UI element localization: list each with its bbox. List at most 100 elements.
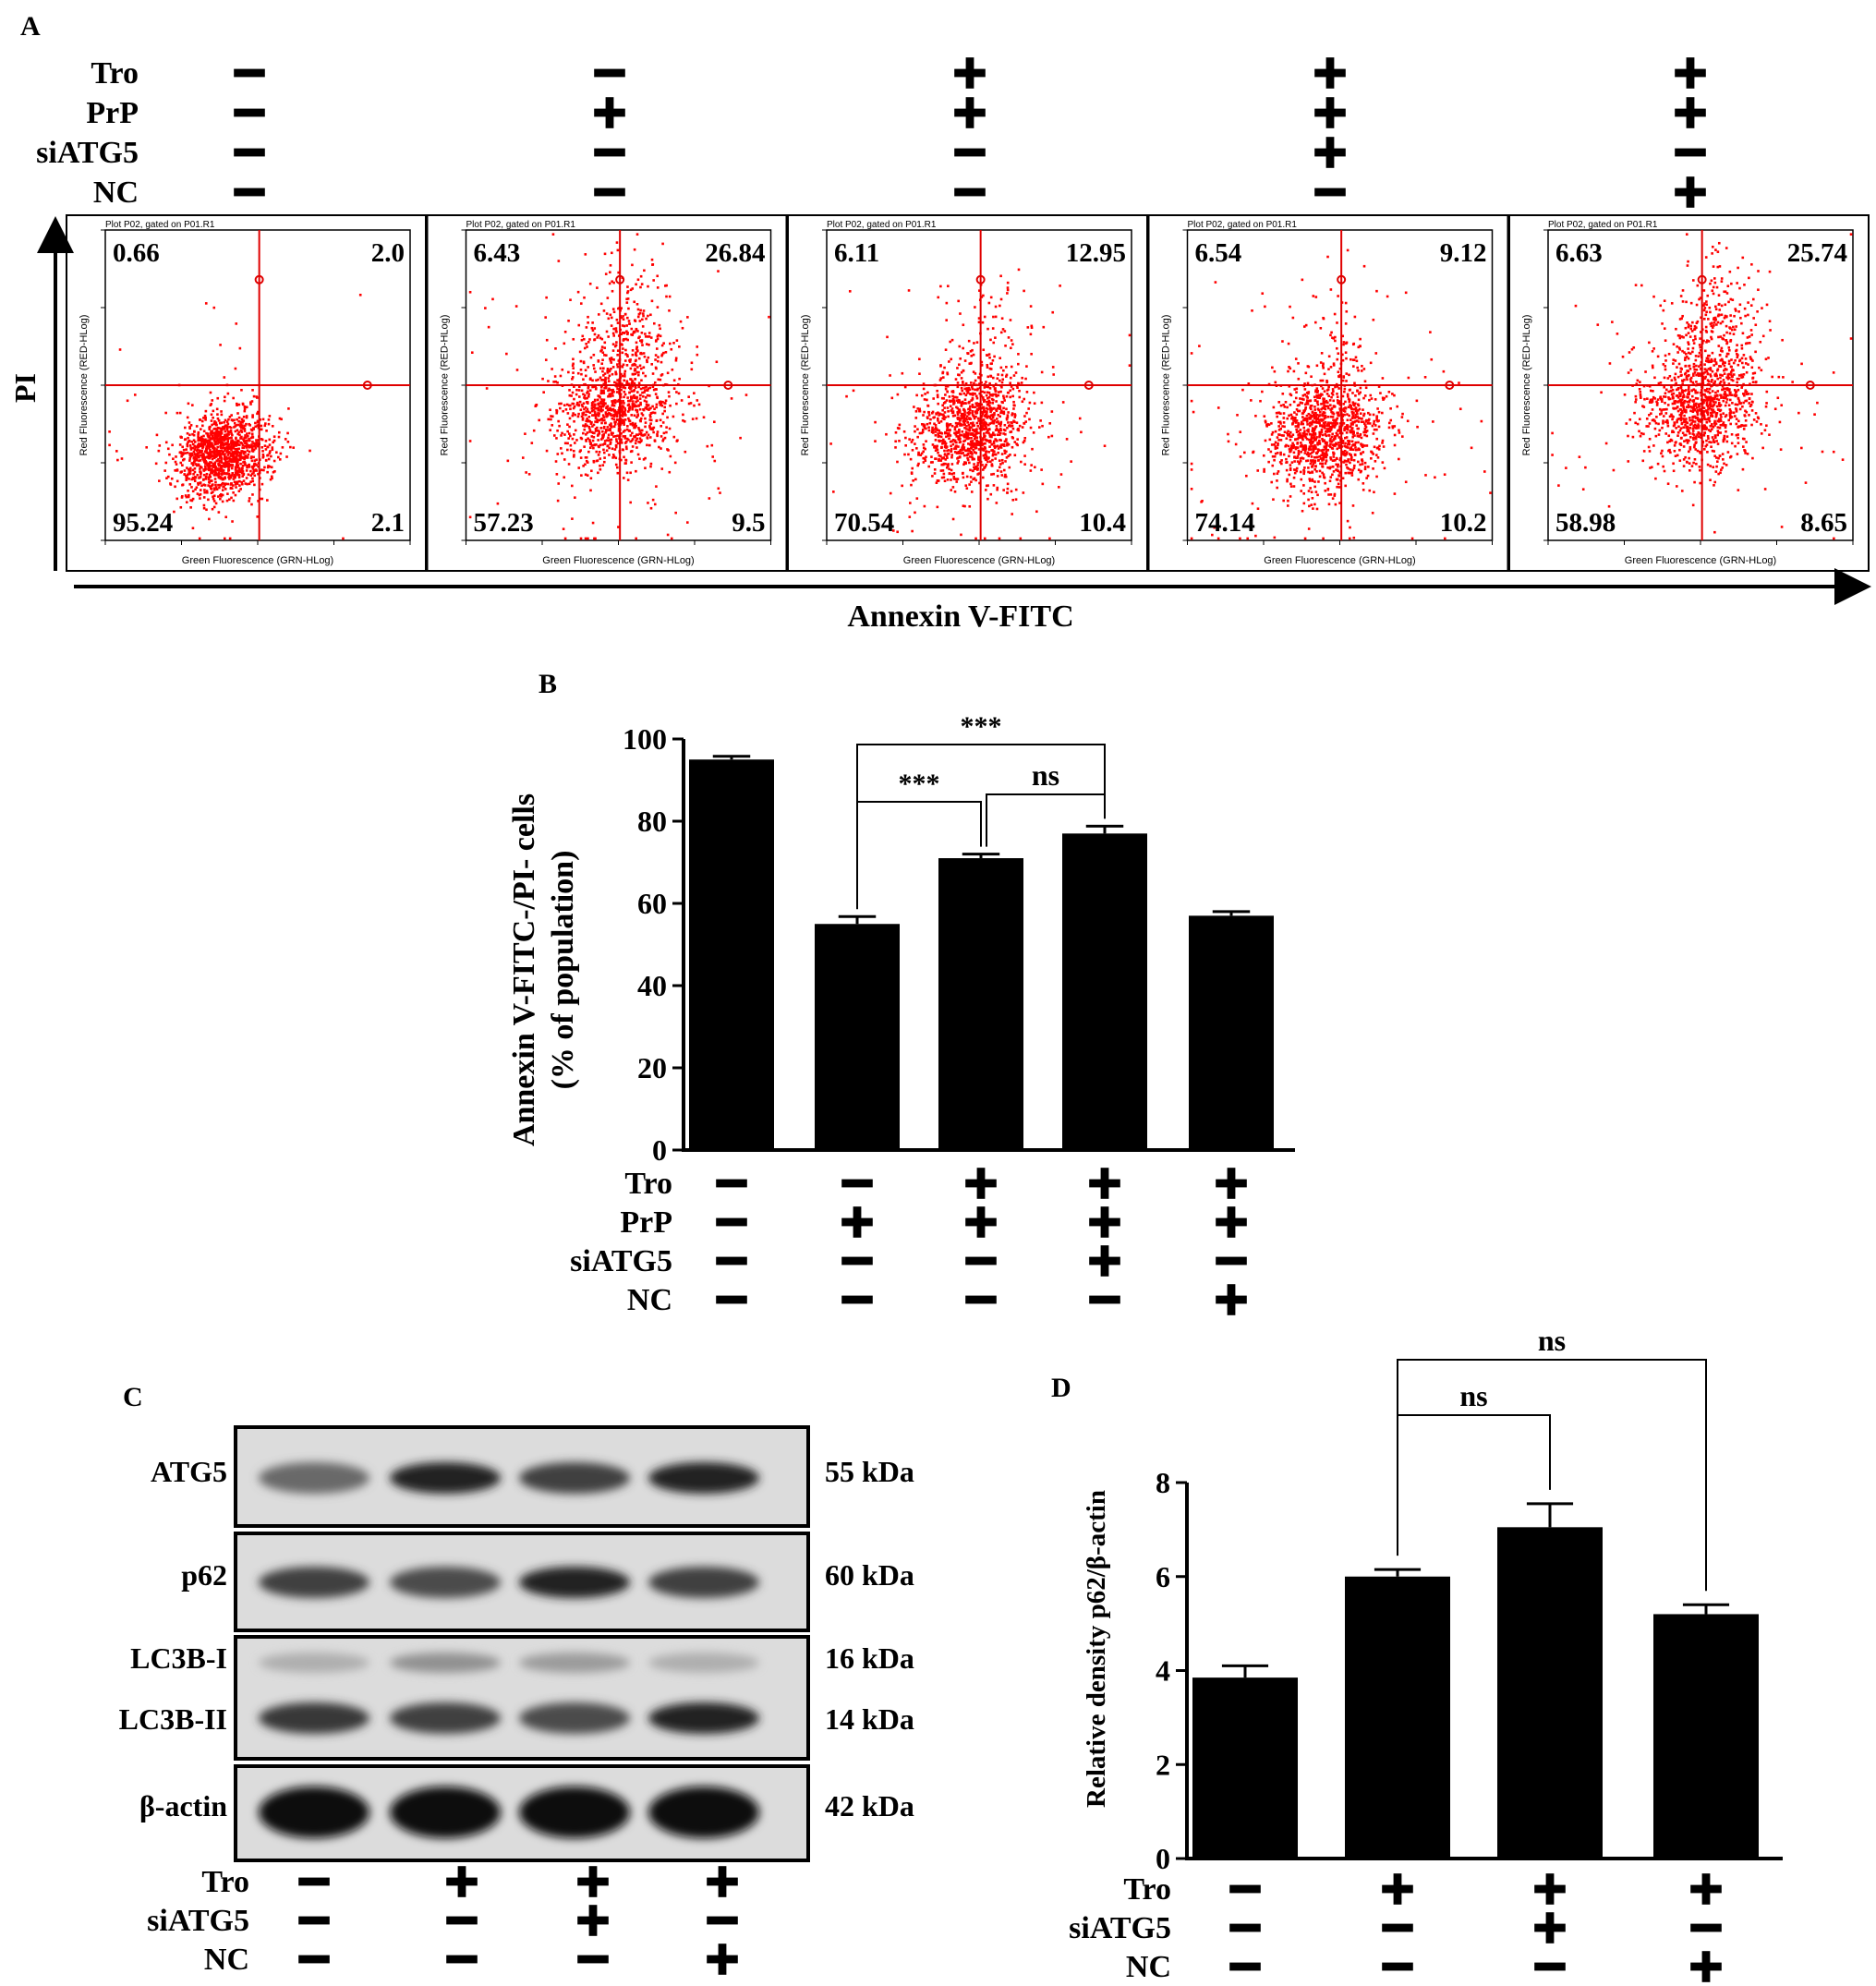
blot-kda-1: 55 kDa bbox=[825, 1455, 914, 1488]
panel-a-sign-nc-5: + bbox=[1675, 176, 1706, 208]
flow-plot-events bbox=[108, 293, 362, 540]
panel-a-sign-nc-4: − bbox=[1314, 188, 1346, 197]
panel-d-sign-tro-2: + bbox=[1382, 1873, 1413, 1905]
panel-b-sign-tro-3-v bbox=[976, 1168, 986, 1199]
panel-c-sign-siatg5-1: − bbox=[298, 1916, 330, 1925]
panel-d-sign-nc-3: − bbox=[1534, 1962, 1566, 1971]
panel-a-sign-prp-1-h bbox=[234, 108, 265, 117]
panel-c-sign-siatg5-2: − bbox=[446, 1916, 478, 1925]
panel-d-sign-tro-4-v bbox=[1701, 1873, 1711, 1905]
blot-kda-3: 16 kDa bbox=[825, 1641, 914, 1675]
band-β-actin-lane-2 bbox=[390, 1786, 501, 1838]
quadrant-ll: 95.24 bbox=[113, 508, 173, 538]
flow-plot-events bbox=[468, 233, 770, 540]
panel-b-sign-nc-3: − bbox=[965, 1295, 997, 1304]
panel-a-sign-siatg5-1: − bbox=[234, 148, 265, 157]
panel-b-sign-prp-2: + bbox=[841, 1206, 873, 1238]
panel-b-sig-3-4-label: ns bbox=[1032, 758, 1059, 792]
panel-b-design-labels: Tro PrP siATG5 NC bbox=[570, 1167, 672, 1317]
gate-handle bbox=[723, 381, 733, 390]
blot-label-2: p62 bbox=[181, 1558, 227, 1592]
flow-plot-ylabel: Red Fluorescence (RED-HLog) bbox=[1521, 315, 1532, 456]
panel-d-ylabel: Relative density p62/β-actin bbox=[1082, 1490, 1111, 1808]
panel-a-sign-nc-1: − bbox=[234, 188, 265, 197]
panel-a-label-tro: Tro bbox=[91, 56, 139, 91]
panel-c-sign-nc-2: − bbox=[446, 1955, 478, 1964]
blot-strip-3 bbox=[234, 1635, 810, 1761]
flow-plot-frame bbox=[66, 214, 427, 572]
blot-strip-4 bbox=[234, 1764, 810, 1862]
panel-d-sign-siatg5-2: − bbox=[1382, 1923, 1413, 1932]
blot-kda-2: 60 kDa bbox=[825, 1558, 914, 1592]
gate-handle bbox=[1083, 381, 1094, 390]
band-ATG5-lane-2 bbox=[390, 1462, 501, 1494]
panel-d-bar-3 bbox=[1497, 1527, 1603, 1859]
panel-b-sign-siatg5-2: − bbox=[841, 1256, 873, 1265]
panel-a-sign-tro-1: − bbox=[234, 68, 265, 78]
flow-plot-header: Plot P02, gated on P01.R1 bbox=[1188, 220, 1298, 230]
panel-d-sign-tro-1: − bbox=[1229, 1884, 1261, 1894]
quadrant-lr: 9.5 bbox=[732, 508, 765, 538]
panel-a-sign-nc-3-h bbox=[954, 188, 986, 197]
panel-a-sign-siatg5-4-v bbox=[1325, 137, 1335, 168]
panel-a-design-signs: − − − − − + − − + + − − + + + − + + − + bbox=[234, 57, 1706, 208]
quadrant-ul: 0.66 bbox=[113, 238, 160, 268]
panel-a-sign-siatg5-3: − bbox=[954, 148, 986, 157]
blot-label-1: ATG5 bbox=[151, 1455, 227, 1488]
panel-c-sign-tro-1: − bbox=[298, 1877, 330, 1886]
panel-a-sign-siatg5-4: + bbox=[1314, 137, 1346, 168]
panel-b-sign-tro-4: + bbox=[1089, 1168, 1120, 1199]
panel-b-sign-nc-5: + bbox=[1216, 1284, 1247, 1315]
blot-label-5: β-actin bbox=[139, 1789, 227, 1823]
panel-d-sign-siatg5-3: + bbox=[1534, 1912, 1566, 1944]
flow-plot-header: Plot P02, gated on P01.R1 bbox=[466, 220, 576, 230]
panel-b-design-signs: − − − − − + − − + + − − + + + − + + − + bbox=[716, 1168, 1247, 1315]
panel-a-sign-tro-4: + bbox=[1314, 57, 1346, 89]
panel-b-sign-nc-1: − bbox=[716, 1295, 747, 1304]
panel-b-label: B bbox=[539, 669, 557, 699]
panel-d-sign-nc-2: − bbox=[1382, 1962, 1413, 1971]
panel-a-sign-nc-2-h bbox=[594, 188, 625, 197]
gate-handle bbox=[1445, 381, 1455, 390]
panel-c-sign-tro-4-v bbox=[718, 1866, 727, 1897]
gate-handle bbox=[362, 381, 372, 390]
panel-b-ytick-label-40: 40 bbox=[637, 969, 667, 1002]
panel-a-label-siatg5: siATG5 bbox=[36, 136, 139, 170]
flow-plot-header: Plot P02, gated on P01.R1 bbox=[827, 220, 937, 230]
quadrant-lr: 10.4 bbox=[1079, 508, 1126, 538]
panel-c-sign-siatg5-4: − bbox=[707, 1916, 738, 1925]
panel-b-sign-prp-1: − bbox=[716, 1217, 747, 1227]
panel-b-ytick-label-0: 0 bbox=[652, 1133, 667, 1167]
panel-b-sign-prp-5: + bbox=[1216, 1206, 1247, 1238]
flow-plot-xlabel: Green Fluorescence (GRN-HLog) bbox=[1625, 555, 1776, 566]
panel-d-sign-tro-3: + bbox=[1534, 1873, 1566, 1905]
band-LC3B-II-lane-1 bbox=[259, 1702, 369, 1734]
panel-b-ylabel-line2: (% of population) bbox=[546, 851, 580, 1090]
panel-a-sign-tro-3-v bbox=[965, 57, 974, 89]
panel-d-sign-siatg5-3-v bbox=[1545, 1912, 1555, 1944]
panel-b-bar-5 bbox=[1189, 915, 1274, 1150]
panel-c: C ATG5 55 kDa p62 60 kDa LC3B-I 16 kDa LC3B-II… bbox=[119, 1382, 914, 1977]
panel-d-label-tro: Tro bbox=[1123, 1872, 1171, 1907]
panel-a-sign-prp-4: + bbox=[1314, 97, 1346, 128]
flow-plot-xlabel: Green Fluorescence (GRN-HLog) bbox=[903, 555, 1055, 566]
quadrant-ll: 70.54 bbox=[834, 508, 894, 538]
panel-c-sign-nc-4-v bbox=[718, 1944, 727, 1975]
western-blot: ATG5 55 kDa p62 60 kDa LC3B-I 16 kDa LC3B-II 14… bbox=[119, 1425, 914, 1862]
panel-b-label-prp: PrP bbox=[620, 1205, 672, 1240]
flow-plot-header: Plot P02, gated on P01.R1 bbox=[1548, 220, 1658, 230]
quadrant-ul: 6.63 bbox=[1555, 238, 1603, 268]
panel-c-sign-nc-3: − bbox=[577, 1955, 609, 1964]
panel-d-ytick-label-2: 2 bbox=[1156, 1748, 1170, 1781]
blot-label-3: LC3B-I bbox=[130, 1641, 227, 1675]
panel-b-label-tro: Tro bbox=[624, 1167, 672, 1201]
panel-b-bar-1 bbox=[689, 759, 774, 1150]
panel-a-sign-nc-5-v bbox=[1686, 176, 1695, 208]
panel-a-sign-tro-4-v bbox=[1325, 57, 1335, 89]
panel-a-sign-prp-5-v bbox=[1686, 97, 1695, 128]
panel-a-sign-siatg5-1-h bbox=[234, 148, 265, 157]
flow-plot-5: Plot P02, gated on P01.R1 Green Fluoresce… bbox=[1508, 214, 1870, 572]
panel-a-sign-prp-4-v bbox=[1325, 97, 1335, 128]
panel-b-sign-nc-1-h bbox=[716, 1295, 747, 1304]
